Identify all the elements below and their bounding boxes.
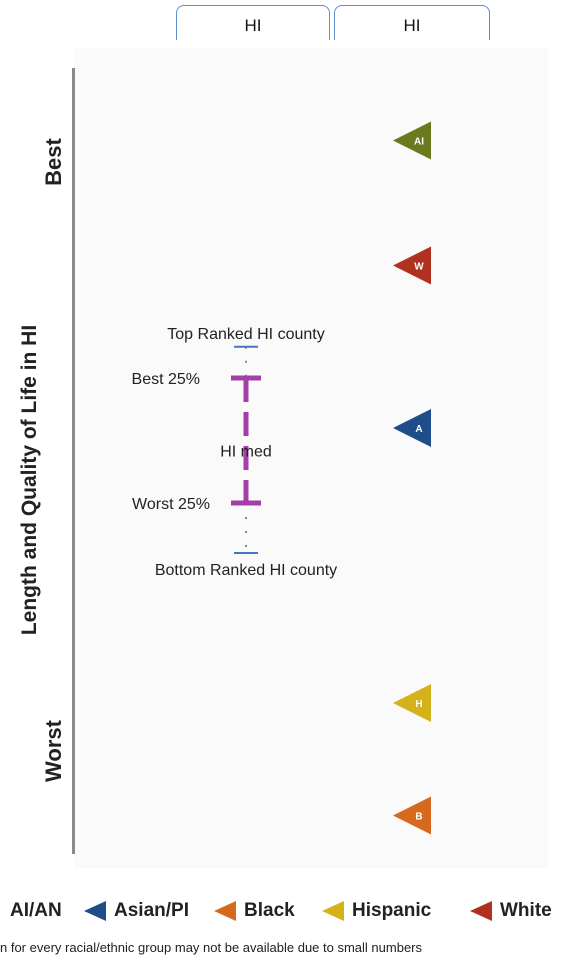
- top-ranked-label: Top Ranked HI county: [167, 326, 324, 343]
- marker-h: [393, 684, 431, 722]
- marker-label-b: B: [415, 812, 422, 823]
- legend-item-ai: AI/AN: [10, 900, 62, 922]
- marker-label-w: W: [414, 262, 424, 273]
- legend-marker-b: [214, 901, 236, 921]
- marker-w: [393, 246, 431, 285]
- legend-label: Asian/PI: [114, 900, 189, 921]
- legend-label: White: [500, 900, 552, 921]
- marker-ai: [393, 121, 431, 160]
- chart-svg: Top Ranked HI county Best 25% HI med Worst …: [132, 121, 431, 835]
- marker-label-h: H: [415, 699, 422, 710]
- marker-label-ai: AI: [414, 137, 424, 148]
- worst-25-label: Worst 25%: [132, 496, 210, 513]
- legend-label: Hispanic: [352, 900, 432, 921]
- legend-marker-w: [470, 901, 492, 921]
- best-25-label: Best 25%: [132, 371, 200, 388]
- legend-marker-h: [322, 901, 344, 921]
- marker-b: [393, 796, 431, 835]
- footnote: n for every racial/ethnic group may not …: [0, 940, 422, 955]
- legend-label: Black: [244, 900, 295, 921]
- tab-hi-right[interactable]: HI: [334, 5, 490, 40]
- chart-panel: [74, 48, 548, 868]
- legend-item-b: Black: [212, 900, 295, 922]
- marker-a: [393, 409, 431, 447]
- legend: AI/AN Asian/PI Black Hispanic White: [0, 900, 572, 930]
- median-label: HI med: [220, 444, 272, 461]
- legend-marker-a: [84, 901, 106, 921]
- marker-label-a: A: [415, 424, 422, 435]
- legend-item-w: White: [468, 900, 552, 922]
- legend-item-h: Hispanic: [320, 900, 431, 922]
- legend-label: AI/AN: [10, 900, 62, 921]
- tab-hi-left[interactable]: HI: [176, 5, 330, 40]
- bottom-ranked-label: Bottom Ranked HI county: [155, 562, 337, 579]
- legend-item-a: Asian/PI: [82, 900, 189, 922]
- y-axis-line: [72, 68, 75, 854]
